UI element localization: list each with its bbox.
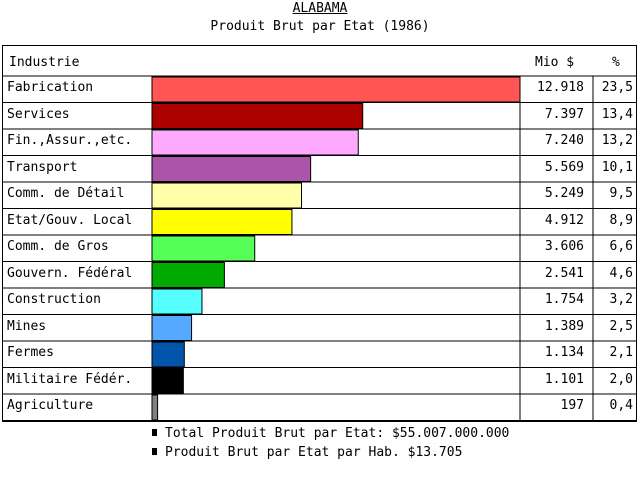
bar	[151, 156, 312, 182]
column-header-industry: Industrie	[9, 55, 80, 70]
row-percent: 13,4	[601, 106, 633, 122]
row-label: Etat/Gouv. Local	[7, 212, 133, 228]
row-value: 7.397	[544, 106, 584, 122]
bar	[151, 341, 185, 368]
row-label: Fabrication	[7, 80, 94, 95]
row-percent: 13,2	[601, 133, 633, 148]
row-value: 5.569	[544, 159, 584, 175]
footer-total: Total Produit Brut par Etat: $55.007.000…	[152, 426, 509, 442]
row-percent: 10,1	[601, 159, 633, 175]
row-percent: 2,1	[609, 345, 633, 360]
row-label: Transport	[7, 159, 78, 175]
bar	[151, 262, 225, 288]
row-value: 7.240	[544, 133, 584, 148]
bar	[151, 209, 293, 235]
bar	[151, 235, 256, 262]
row-percent: 0,4	[609, 398, 633, 413]
footer-total-text: Total Produit Brut par Etat: $55.007.000…	[165, 426, 510, 441]
row-percent: 2,0	[609, 371, 633, 387]
row-label: Militaire Fédér.	[7, 371, 133, 387]
row-percent: 6,6	[609, 239, 633, 254]
row-percent: 3,2	[609, 292, 633, 307]
row-label: Fin.,Assur.,etc.	[7, 133, 133, 148]
column-header-percent: %	[612, 55, 620, 70]
row-label: Mines	[7, 318, 47, 334]
row-percent: 23,5	[601, 80, 633, 95]
row-value: 1.754	[544, 292, 584, 307]
row-value: 12.918	[537, 80, 584, 95]
row-value: 3.606	[544, 239, 584, 254]
footer-per-capita: Produit Brut par Etat par Hab. $13.705	[152, 445, 462, 461]
bar	[151, 288, 203, 315]
row-value: 1.134	[544, 345, 584, 360]
row-percent: 8,9	[609, 212, 633, 228]
bullet-icon	[152, 448, 157, 455]
row-label: Fermes	[7, 345, 54, 360]
row-percent: 2,5	[609, 318, 633, 334]
column-header-value: Mio $	[535, 55, 575, 70]
row-label: Services	[7, 106, 70, 122]
row-percent: 9,5	[609, 186, 633, 201]
chart-subtitle: Produit Brut par Etat (1986)	[210, 19, 430, 34]
chart-title: ALABAMA	[292, 1, 348, 16]
row-percent: 4,6	[609, 265, 633, 281]
row-label: Gouvern. Fédéral	[7, 265, 133, 281]
row-label: Comm. de Gros	[7, 239, 109, 254]
bar	[151, 76, 521, 103]
bar	[151, 103, 364, 129]
footer-per-capita-text: Produit Brut par Etat par Hab. $13.705	[165, 445, 463, 460]
row-value: 1.389	[544, 318, 584, 334]
row-value: 1.101	[544, 371, 584, 387]
row-value: 4.912	[544, 212, 584, 228]
row-value: 5.249	[544, 186, 584, 201]
row-label: Agriculture	[7, 398, 94, 413]
table-frame	[2, 45, 637, 422]
bar	[151, 394, 159, 421]
row-value: 197	[560, 398, 584, 413]
row-value: 2.541	[544, 265, 584, 281]
bar	[151, 129, 359, 156]
row-label: Construction	[7, 292, 101, 307]
bar	[151, 182, 303, 209]
bar	[151, 315, 193, 341]
row-label: Comm. de Détail	[7, 186, 125, 201]
bullet-icon	[152, 429, 157, 436]
bar	[151, 368, 184, 394]
